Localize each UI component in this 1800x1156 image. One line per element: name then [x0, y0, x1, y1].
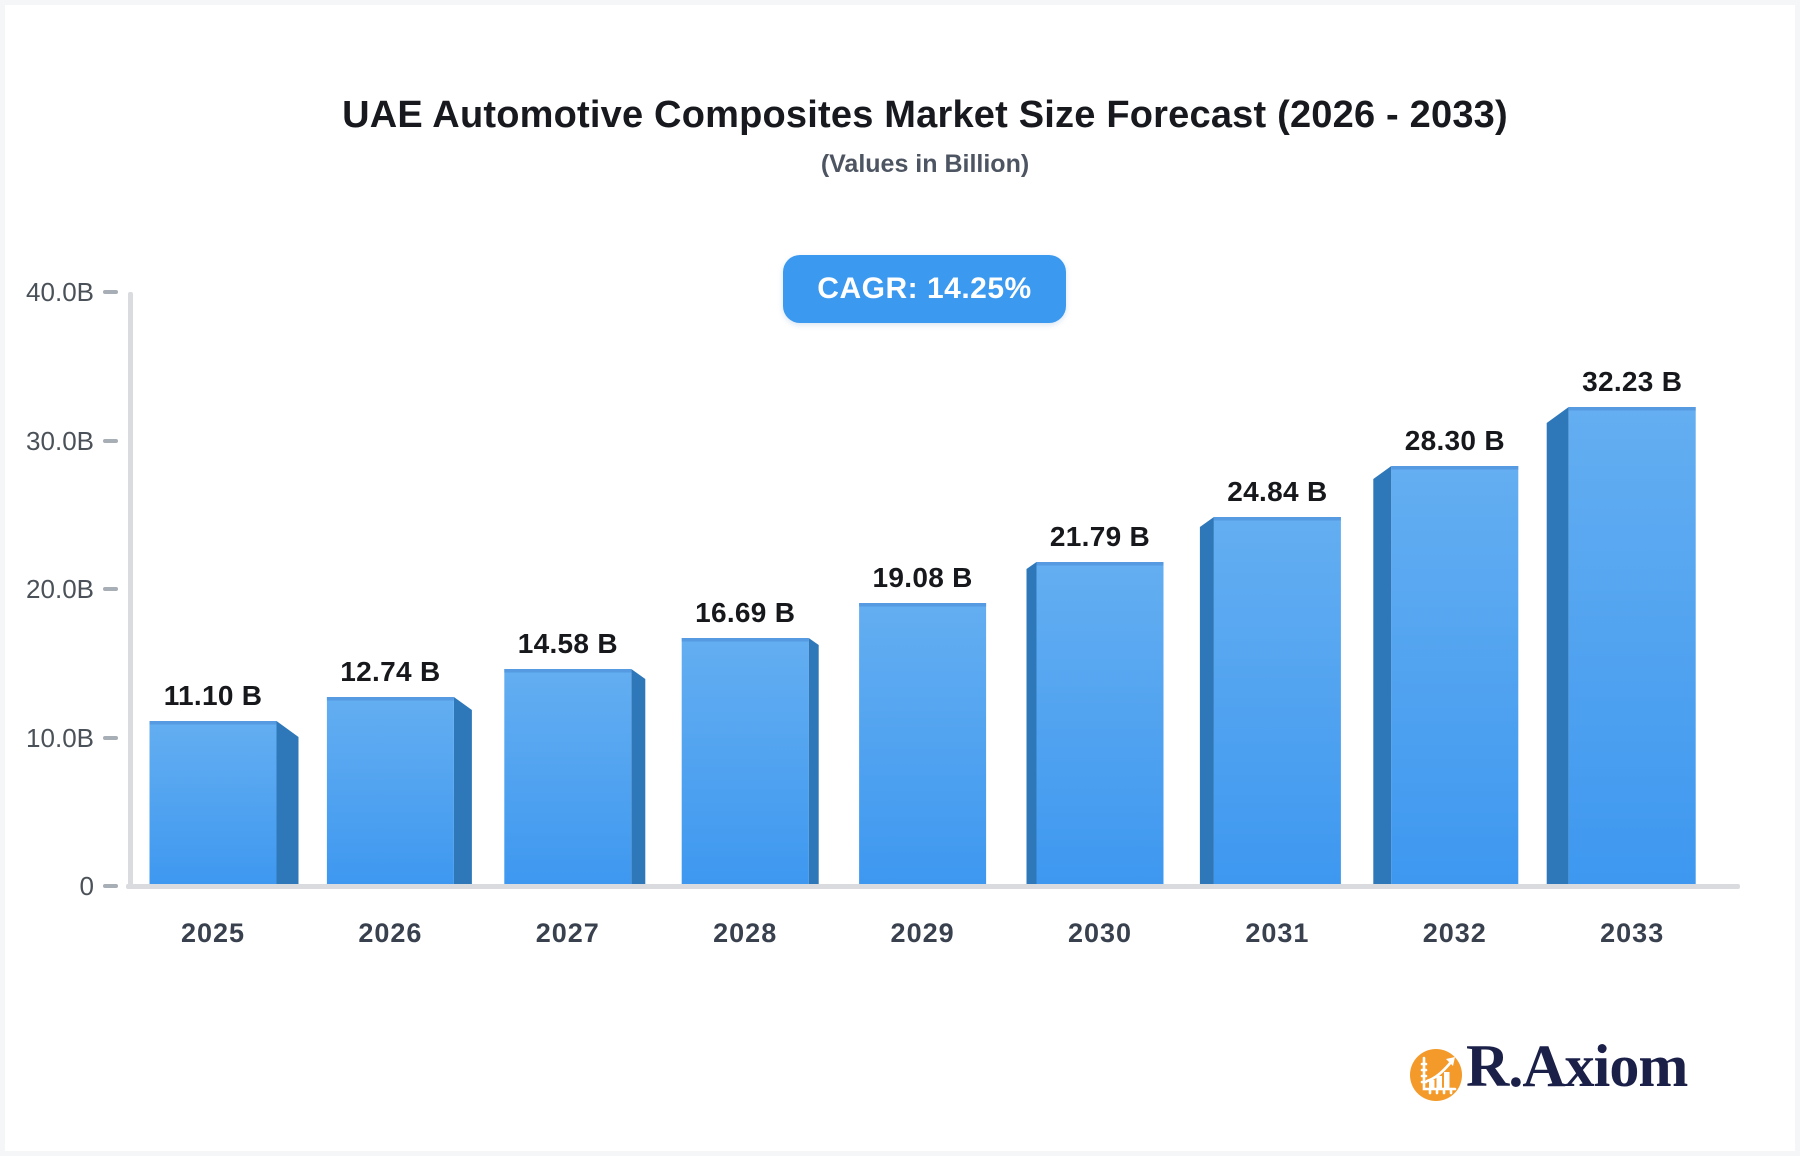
- y-axis-tick-label-20.0B: 20.0B: [26, 574, 94, 604]
- bar-top-edge: [504, 669, 632, 673]
- x-axis-label-2027: 2027: [535, 918, 600, 948]
- bar-2029: [859, 603, 987, 886]
- bar-side-face: [1199, 517, 1214, 886]
- y-axis-tick-mark: [103, 735, 118, 740]
- x-axis-label-2030: 2030: [1067, 918, 1133, 948]
- bar-top-edge: [1568, 407, 1696, 411]
- bar-side-face: [631, 669, 646, 886]
- bar-front-face: [1391, 466, 1519, 886]
- bar-value-label-2028: 16.69 B: [695, 597, 796, 628]
- bar-value-label-2025: 11.10 B: [163, 680, 263, 711]
- bar-value-label-2031: 24.84 B: [1227, 476, 1328, 507]
- y-axis-tick-label-30.0B: 30.0B: [26, 425, 94, 456]
- x-axis-label-2029: 2029: [890, 918, 955, 948]
- bar-2033: [1546, 407, 1696, 886]
- bar-value-label-2030: 21.79 B: [1049, 521, 1151, 552]
- bar-2027: [504, 669, 646, 886]
- bar-front-face: [504, 669, 632, 886]
- y-axis-tick-label-0: 0: [79, 871, 94, 901]
- x-axis-line: [126, 884, 1740, 889]
- bar-side-face: [1373, 466, 1392, 886]
- bar-front-face: [1568, 407, 1696, 886]
- bar-front-face: [1213, 517, 1341, 886]
- bar-2031: [1199, 517, 1341, 886]
- x-axis-label-2025: 2025: [180, 918, 246, 948]
- y-axis-tick-mark: [103, 884, 118, 888]
- bar-front-face: [326, 697, 454, 886]
- bar-value-label-2033: 32.23 B: [1582, 366, 1683, 397]
- y-axis-tick-label-10.0B: 10.0B: [26, 722, 94, 753]
- x-axis-label-2026: 2026: [358, 918, 423, 948]
- x-axis-label-2033: 2033: [1600, 918, 1665, 948]
- cagr-badge: CAGR: 14.25%: [783, 255, 1066, 323]
- bar-value-label-2029: 19.08 B: [872, 562, 973, 593]
- bar-front-face: [859, 603, 987, 886]
- bar-top-edge: [859, 603, 987, 607]
- bar-front-face: [1036, 562, 1164, 886]
- bar-top-edge: [326, 697, 454, 701]
- y-axis-tick-mark: [103, 290, 118, 294]
- y-axis-tick-mark: [103, 438, 118, 443]
- bar-2026: [326, 697, 472, 886]
- bar-side-face: [1026, 562, 1037, 886]
- logo: R.Axiom: [1410, 1033, 1750, 1113]
- x-axis-label-2032: 2032: [1422, 918, 1487, 948]
- y-axis-tick-mark: [103, 587, 118, 591]
- bar-front-face: [149, 721, 277, 886]
- bar-2030: [1026, 562, 1164, 886]
- bar-value-label-2027: 14.58 B: [517, 628, 618, 659]
- chart-title: UAE Automotive Composites Market Size Fo…: [342, 94, 1508, 136]
- bar-front-face: [681, 638, 809, 886]
- cagr-badge-label: CAGR: 14.25%: [817, 272, 1032, 305]
- bar-side-face: [1546, 407, 1569, 886]
- y-axis-line: [128, 292, 133, 889]
- chart-subtitle: (Values in Billion): [820, 150, 1030, 178]
- bar-value-label-2026: 12.74 B: [340, 656, 441, 687]
- logo-text: R.Axiom: [1466, 1033, 1688, 1099]
- bar-chart-growth-icon: [1410, 1049, 1462, 1101]
- bar-top-edge: [681, 638, 809, 642]
- bar-2032: [1373, 466, 1519, 886]
- bar-side-face: [808, 638, 819, 886]
- y-axis-tick-label-40.0B: 40.0B: [26, 277, 94, 307]
- bar-top-edge: [1213, 517, 1341, 521]
- bar-value-label-2032: 28.30 B: [1404, 425, 1505, 456]
- x-axis-label-2028: 2028: [713, 918, 778, 948]
- bar-top-edge: [1391, 466, 1519, 470]
- bar-side-face: [453, 697, 472, 886]
- bar-top-edge: [1036, 562, 1164, 566]
- bar-2028: [681, 638, 819, 886]
- bar-2025: [149, 721, 299, 886]
- x-axis-label-2031: 2031: [1245, 918, 1310, 948]
- bar-side-face: [276, 721, 299, 886]
- bar-top-edge: [149, 721, 277, 725]
